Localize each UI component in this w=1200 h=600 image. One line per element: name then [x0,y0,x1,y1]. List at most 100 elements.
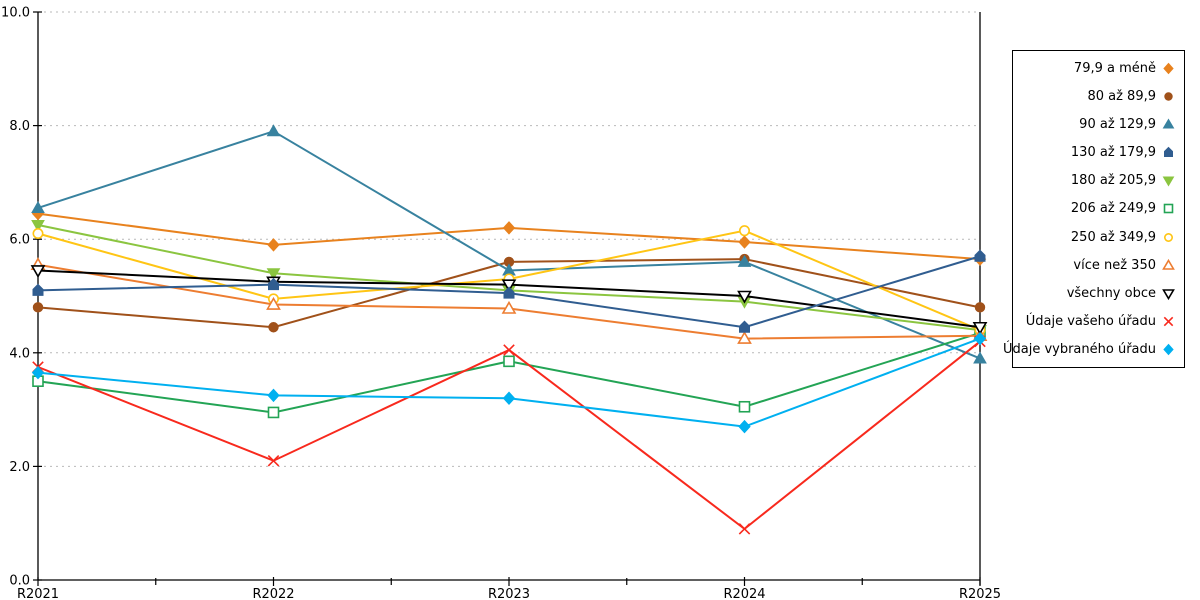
triangle-up-marker [501,300,517,314]
legend-item: 130 až 179,9 [1017,145,1176,160]
triangle-down-marker [501,279,517,293]
triangle-down-marker [30,265,46,279]
triangle-down-marker [737,290,752,304]
legend-label: Údaje vašeho úřadu [1025,313,1156,329]
circle-marker [32,228,44,240]
pentagon-marker [739,320,750,333]
square-marker [738,400,751,413]
legend-item: Údaje vašeho úřadu [1017,314,1176,329]
diamond-marker [502,391,516,405]
pentagon-legend-icon [1164,147,1173,158]
diamond-marker [973,331,987,346]
y-tick-label: 2.0 [9,460,30,475]
y-tick-label: 4.0 [9,346,30,361]
diamond-marker [502,221,516,235]
diamond-legend-icon [1163,343,1174,356]
legend-item: všechny obce [1017,286,1176,301]
legend-item: Údaje vybraného úřadu [1003,342,1176,357]
triangle-up-marker [31,200,45,213]
circle-legend-icon [1163,232,1174,242]
legend-item: 250 až 349,9 [1017,230,1176,245]
diamond-marker [738,235,751,249]
x-tick-label: R2022 [252,587,294,600]
y-tick-label: 6.0 [9,233,30,248]
series-line [37,337,981,428]
series-v-ce-ne-350 [30,257,988,344]
diamond-marker [267,238,280,252]
circle-marker [32,302,44,313]
diamond-marker [31,365,45,380]
legend-item: 90 až 129,9 [1017,117,1176,132]
pentagon-marker [268,277,279,291]
triangle-down-marker [1162,288,1175,300]
triangle-up-marker [737,254,752,267]
legend-item: 80 až 89,9 [1017,89,1176,104]
series-line [37,130,981,360]
legend-item: více než 350 [1017,258,1176,273]
triangle-down-marker [1162,176,1175,187]
diamond-marker [267,388,280,403]
triangle-up-marker [266,124,281,137]
series--daje-vybran-ho-adu [31,331,987,434]
triangle-up-legend-icon [1162,118,1175,129]
triangle-up-marker [973,351,987,364]
triangle-up-legend-icon [1162,258,1175,270]
diamond-marker [1163,343,1174,356]
pentagon-marker [32,283,44,296]
triangle-down-legend-icon [1162,176,1175,187]
x-tick-label: R2023 [488,587,530,600]
legend-item: 79,9 a méně [1017,61,1176,76]
triangle-up-marker [737,330,752,344]
circle-marker [738,225,750,237]
legend-label: 79,9 a méně [1073,61,1156,76]
diamond-legend-icon [1163,62,1174,75]
legend-item: 180 až 205,9 [1017,173,1176,188]
series-line [37,340,981,531]
y-tick-label: 8.0 [9,119,30,134]
x-tick-label: R2024 [723,587,765,600]
series-79-9-a-m-n- [31,206,987,266]
x-marker [1163,316,1174,327]
legend-label: všechny obce [1066,285,1156,301]
square-marker [267,406,280,419]
triangle-up-marker [1162,118,1175,129]
legend-label: 130 až 179,9 [1070,145,1156,161]
x-marker [738,523,751,535]
pentagon-marker [1164,147,1173,158]
legend-label: více než 350 [1073,257,1156,273]
legend: 79,9 a méně 80 až 89,9 90 až 129,9 130 až 1… [1003,50,1185,368]
legend-label: 80 až 89,9 [1087,89,1156,105]
legend-label: 206 až 249,9 [1070,201,1156,217]
circle-marker [1163,232,1174,242]
triangle-up-marker [1162,258,1175,270]
legend-label: 250 až 349,9 [1070,229,1156,245]
triangle-up-marker [266,296,281,310]
legend-item: 206 až 249,9 [1017,201,1176,216]
legend-label: 90 až 129,9 [1079,117,1156,133]
triangle-down-marker [31,220,45,233]
x-marker [267,454,280,467]
circle-marker [974,302,986,313]
legend-label: 180 až 205,9 [1070,173,1156,189]
triangle-down-marker [266,268,281,281]
series-line [37,212,981,261]
circle-legend-icon [1164,92,1173,101]
x-legend-icon [1163,316,1174,327]
circle-marker [268,322,279,333]
triangle-down-legend-icon [1162,288,1175,300]
square-legend-icon [1163,204,1174,214]
y-tick-label: 0.0 [9,574,30,589]
x-tick-label: R2025 [959,587,1001,600]
legend-label: Údaje vybraného úřadu [1002,341,1156,357]
triangle-down-marker [972,321,988,335]
series-90-a-129-9 [31,124,987,364]
x-tick-label: R2021 [17,587,59,600]
square-marker [503,355,515,368]
y-tick-label: 10.0 [1,6,30,21]
diamond-marker [1163,62,1174,75]
series-130-a-179-9 [32,249,986,333]
pentagon-marker [503,286,515,299]
square-marker [1163,204,1174,214]
